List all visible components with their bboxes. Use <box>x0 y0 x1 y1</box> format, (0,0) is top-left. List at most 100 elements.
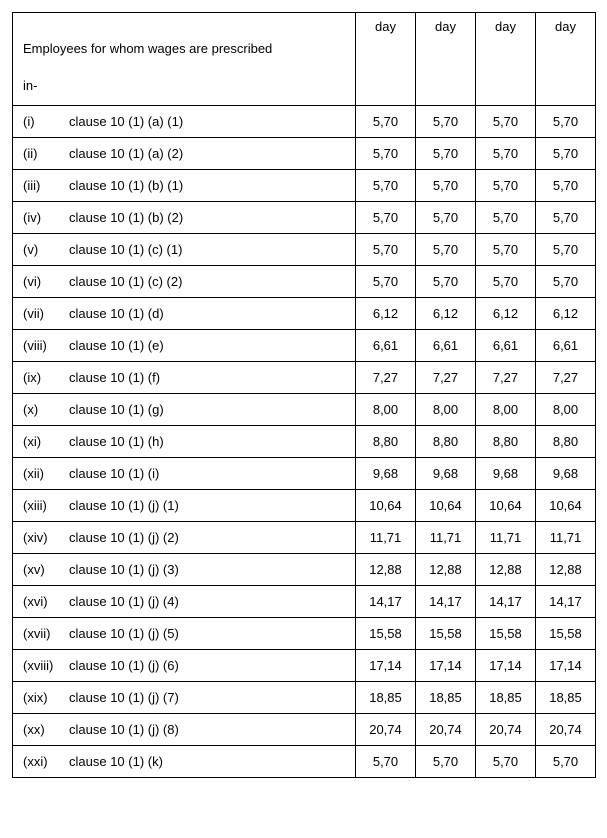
table-row: (xxi)clause 10 (1) (k)5,705,705,705,70 <box>13 745 596 777</box>
value-cell: 20,74 <box>356 713 416 745</box>
row-clause: clause 10 (1) (b) (1) <box>69 178 183 193</box>
header-day-3: day <box>476 13 536 106</box>
value-cell: 11,71 <box>536 521 596 553</box>
value-cell: 20,74 <box>416 713 476 745</box>
row-roman: (i) <box>23 114 69 129</box>
heading-line2: in- <box>23 76 345 97</box>
value-cell: 6,12 <box>476 297 536 329</box>
row-roman: (xviii) <box>23 658 69 673</box>
value-cell: 15,58 <box>476 617 536 649</box>
table-row: (i)clause 10 (1) (a) (1)5,705,705,705,70 <box>13 105 596 137</box>
row-description: (xxi)clause 10 (1) (k) <box>13 745 356 777</box>
value-cell: 11,71 <box>356 521 416 553</box>
value-cell: 9,68 <box>356 457 416 489</box>
row-description: (v)clause 10 (1) (c) (1) <box>13 233 356 265</box>
value-cell: 6,61 <box>356 329 416 361</box>
value-cell: 11,71 <box>416 521 476 553</box>
value-cell: 5,70 <box>536 169 596 201</box>
row-clause: clause 10 (1) (e) <box>69 338 164 353</box>
row-description: (ix)clause 10 (1) (f) <box>13 361 356 393</box>
row-clause: clause 10 (1) (j) (5) <box>69 626 179 641</box>
row-clause: clause 10 (1) (b) (2) <box>69 210 183 225</box>
value-cell: 5,70 <box>536 105 596 137</box>
row-roman: (xvii) <box>23 626 69 641</box>
value-cell: 9,68 <box>416 457 476 489</box>
row-roman: (xv) <box>23 562 69 577</box>
value-cell: 5,70 <box>476 105 536 137</box>
value-cell: 5,70 <box>356 105 416 137</box>
row-clause: clause 10 (1) (k) <box>69 754 163 769</box>
row-roman: (ii) <box>23 146 69 161</box>
row-roman: (xiii) <box>23 498 69 513</box>
value-cell: 17,14 <box>536 649 596 681</box>
value-cell: 9,68 <box>536 457 596 489</box>
value-cell: 5,70 <box>356 265 416 297</box>
value-cell: 6,61 <box>536 329 596 361</box>
value-cell: 12,88 <box>536 553 596 585</box>
value-cell: 18,85 <box>356 681 416 713</box>
table-row: (xv)clause 10 (1) (j) (3)12,8812,8812,88… <box>13 553 596 585</box>
value-cell: 14,17 <box>536 585 596 617</box>
header-day-4: day <box>536 13 596 106</box>
row-description: (vii)clause 10 (1) (d) <box>13 297 356 329</box>
value-cell: 12,88 <box>416 553 476 585</box>
value-cell: 20,74 <box>476 713 536 745</box>
value-cell: 5,70 <box>536 137 596 169</box>
value-cell: 6,61 <box>476 329 536 361</box>
header-day-1: day <box>356 13 416 106</box>
row-clause: clause 10 (1) (h) <box>69 434 164 449</box>
value-cell: 18,85 <box>476 681 536 713</box>
value-cell: 5,70 <box>356 201 416 233</box>
row-description: (xiv)clause 10 (1) (j) (2) <box>13 521 356 553</box>
value-cell: 5,70 <box>476 169 536 201</box>
row-roman: (iv) <box>23 210 69 225</box>
value-cell: 5,70 <box>416 201 476 233</box>
row-description: (xv)clause 10 (1) (j) (3) <box>13 553 356 585</box>
row-clause: clause 10 (1) (j) (8) <box>69 722 179 737</box>
row-description: (xiii)clause 10 (1) (j) (1) <box>13 489 356 521</box>
table-row: (xix)clause 10 (1) (j) (7)18,8518,8518,8… <box>13 681 596 713</box>
row-clause: clause 10 (1) (j) (4) <box>69 594 179 609</box>
wage-table: Employees for whom wages are prescribed … <box>12 12 596 778</box>
value-cell: 12,88 <box>356 553 416 585</box>
value-cell: 6,12 <box>416 297 476 329</box>
value-cell: 17,14 <box>416 649 476 681</box>
value-cell: 8,00 <box>536 393 596 425</box>
value-cell: 5,70 <box>416 105 476 137</box>
value-cell: 5,70 <box>536 233 596 265</box>
table-row: (xvii)clause 10 (1) (j) (5)15,5815,5815,… <box>13 617 596 649</box>
row-description: (xx)clause 10 (1) (j) (8) <box>13 713 356 745</box>
value-cell: 8,80 <box>476 425 536 457</box>
row-clause: clause 10 (1) (d) <box>69 306 164 321</box>
value-cell: 5,70 <box>356 137 416 169</box>
value-cell: 5,70 <box>416 233 476 265</box>
value-cell: 5,70 <box>416 137 476 169</box>
value-cell: 12,88 <box>476 553 536 585</box>
row-clause: clause 10 (1) (c) (1) <box>69 242 182 257</box>
value-cell: 5,70 <box>476 137 536 169</box>
value-cell: 5,70 <box>476 745 536 777</box>
row-description: (i)clause 10 (1) (a) (1) <box>13 105 356 137</box>
row-description: (xvii)clause 10 (1) (j) (5) <box>13 617 356 649</box>
value-cell: 6,61 <box>416 329 476 361</box>
table-row: (ix)clause 10 (1) (f)7,277,277,277,27 <box>13 361 596 393</box>
table-row: (iv)clause 10 (1) (b) (2)5,705,705,705,7… <box>13 201 596 233</box>
value-cell: 7,27 <box>476 361 536 393</box>
row-roman: (xii) <box>23 466 69 481</box>
heading-line1: Employees for whom wages are prescribed <box>23 41 272 56</box>
row-description: (iv)clause 10 (1) (b) (2) <box>13 201 356 233</box>
wage-table-container: Employees for whom wages are prescribed … <box>12 12 595 778</box>
row-roman: (xxi) <box>23 754 69 769</box>
row-roman: (xx) <box>23 722 69 737</box>
value-cell: 14,17 <box>356 585 416 617</box>
value-cell: 5,70 <box>476 265 536 297</box>
table-row: (ii)clause 10 (1) (a) (2)5,705,705,705,7… <box>13 137 596 169</box>
value-cell: 5,70 <box>356 745 416 777</box>
table-row: (xi)clause 10 (1) (h)8,808,808,808,80 <box>13 425 596 457</box>
row-clause: clause 10 (1) (j) (3) <box>69 562 179 577</box>
value-cell: 18,85 <box>416 681 476 713</box>
row-roman: (xi) <box>23 434 69 449</box>
row-clause: clause 10 (1) (j) (7) <box>69 690 179 705</box>
row-roman: (x) <box>23 402 69 417</box>
row-roman: (xvi) <box>23 594 69 609</box>
